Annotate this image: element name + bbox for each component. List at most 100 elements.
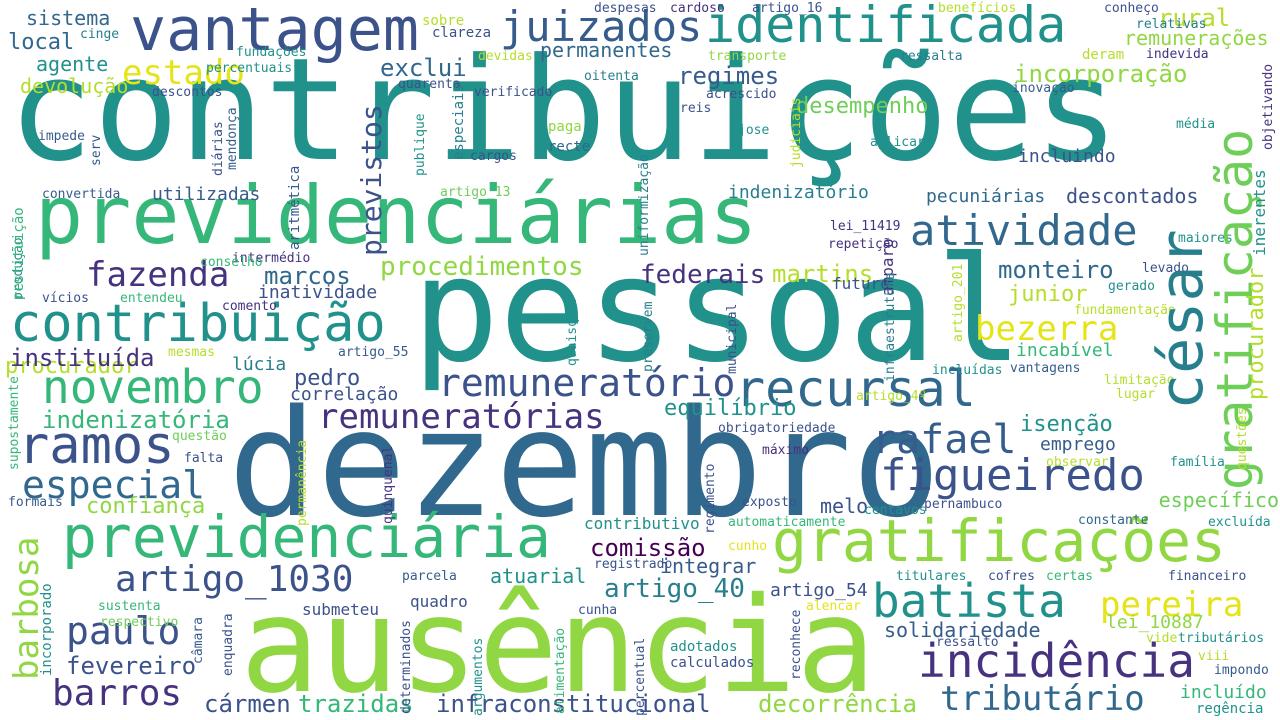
- word: preservem: [641, 301, 656, 372]
- word: bezerra: [975, 309, 1119, 349]
- word: lúcia: [232, 354, 287, 375]
- word: inovação: [1012, 81, 1075, 96]
- word: atuarial: [490, 564, 587, 588]
- word: sustenta: [98, 599, 161, 614]
- word: artigo_4º: [856, 389, 927, 404]
- word: deram: [1082, 47, 1125, 63]
- word: percentuais: [206, 61, 293, 76]
- word: supostamente: [7, 376, 22, 470]
- word: junior: [1008, 282, 1088, 307]
- word: artigo_55: [338, 345, 409, 360]
- word: obrigatoriedade: [718, 421, 836, 436]
- word: incluindo: [1018, 146, 1116, 167]
- word: alimentação: [553, 627, 568, 714]
- word: constante: [1078, 513, 1149, 528]
- word: cinge: [80, 27, 120, 42]
- word: pecuniárias: [926, 186, 1046, 207]
- word: especiais: [451, 84, 467, 160]
- word: quadro: [410, 592, 468, 611]
- word: registrado: [594, 557, 673, 572]
- word: máximo: [762, 443, 809, 458]
- word: municipal: [725, 303, 740, 374]
- word: publique: [413, 113, 428, 176]
- word: gratificações: [772, 507, 1226, 575]
- word: clareza: [432, 25, 492, 41]
- word: procedimentos: [380, 252, 584, 282]
- word: jose: [738, 123, 770, 138]
- word: lugar: [1116, 387, 1156, 402]
- word: submeteu: [302, 600, 380, 619]
- word: local: [8, 30, 75, 55]
- word: contributivo: [584, 514, 700, 533]
- word: serv: [89, 134, 104, 166]
- word: agente: [36, 52, 109, 76]
- word: tributários: [1178, 631, 1265, 646]
- word: tributário: [940, 679, 1145, 719]
- word: remuneratórias: [318, 397, 605, 437]
- word: permanentes: [540, 38, 673, 62]
- word: observar: [1046, 455, 1109, 470]
- word: impede: [38, 129, 85, 144]
- word: recursal: [735, 360, 976, 418]
- word: novembro: [42, 360, 264, 414]
- word: permanência: [295, 439, 310, 526]
- word: conselho: [200, 255, 263, 270]
- word: levado: [1142, 261, 1189, 276]
- word: atividade: [910, 206, 1138, 255]
- word: câmara: [191, 617, 206, 664]
- word: entendeu: [120, 291, 183, 306]
- word: infraconstitucional: [436, 690, 711, 718]
- word: césar: [1147, 229, 1217, 410]
- word: financeiro: [1168, 569, 1247, 584]
- word: falta: [184, 451, 224, 466]
- word: gerado: [1108, 279, 1155, 294]
- word: regimento: [703, 463, 718, 534]
- word: incluído: [1180, 682, 1267, 703]
- word: quinquenal: [381, 445, 396, 524]
- word: emprego: [1040, 434, 1116, 455]
- word: determinados: [399, 620, 414, 714]
- word: judiciais: [789, 97, 804, 168]
- word: indenizatório: [728, 182, 869, 203]
- word: descontados: [1066, 184, 1199, 208]
- word: reconhece: [789, 609, 804, 680]
- word: limitação: [1104, 373, 1175, 388]
- word: cofres: [988, 569, 1035, 584]
- word: cármen: [204, 690, 291, 718]
- word: devidas: [478, 49, 533, 64]
- word: desempenho: [796, 94, 929, 119]
- word: monteiro: [998, 256, 1114, 284]
- word: família: [1170, 455, 1225, 470]
- word: acrescido: [706, 87, 777, 102]
- word: figueiredo: [880, 450, 1145, 501]
- word: trazidas: [298, 690, 414, 718]
- word: aritmética: [287, 165, 303, 250]
- word: integrar: [660, 554, 757, 578]
- word: centavos: [864, 503, 927, 518]
- word: procurador: [5, 354, 138, 379]
- word: transporte: [708, 49, 787, 64]
- word: exclui: [380, 54, 467, 82]
- word: incluídas: [932, 363, 1003, 378]
- word: diárias: [211, 121, 226, 176]
- word: regência: [1196, 701, 1264, 717]
- word: vide: [1146, 631, 1178, 646]
- word: artigo_40: [604, 574, 745, 604]
- word: excluída: [1208, 515, 1271, 530]
- word: barros: [52, 673, 183, 714]
- word: convertida: [42, 187, 121, 202]
- word: artigo_201: [951, 263, 966, 342]
- word: rafael: [872, 417, 1017, 463]
- word: federais: [640, 260, 766, 290]
- word: previstos: [355, 104, 388, 256]
- word: aplicar: [870, 135, 925, 150]
- word: inerentes: [1250, 169, 1269, 256]
- word: questão: [172, 429, 227, 444]
- word: comissão: [590, 534, 706, 562]
- word: paga: [548, 119, 582, 135]
- word: futuro: [832, 274, 890, 293]
- word: titulares: [896, 569, 967, 584]
- word: verificado: [474, 85, 553, 100]
- word: procurador: [1244, 267, 1269, 400]
- word: incorporação: [1014, 60, 1188, 88]
